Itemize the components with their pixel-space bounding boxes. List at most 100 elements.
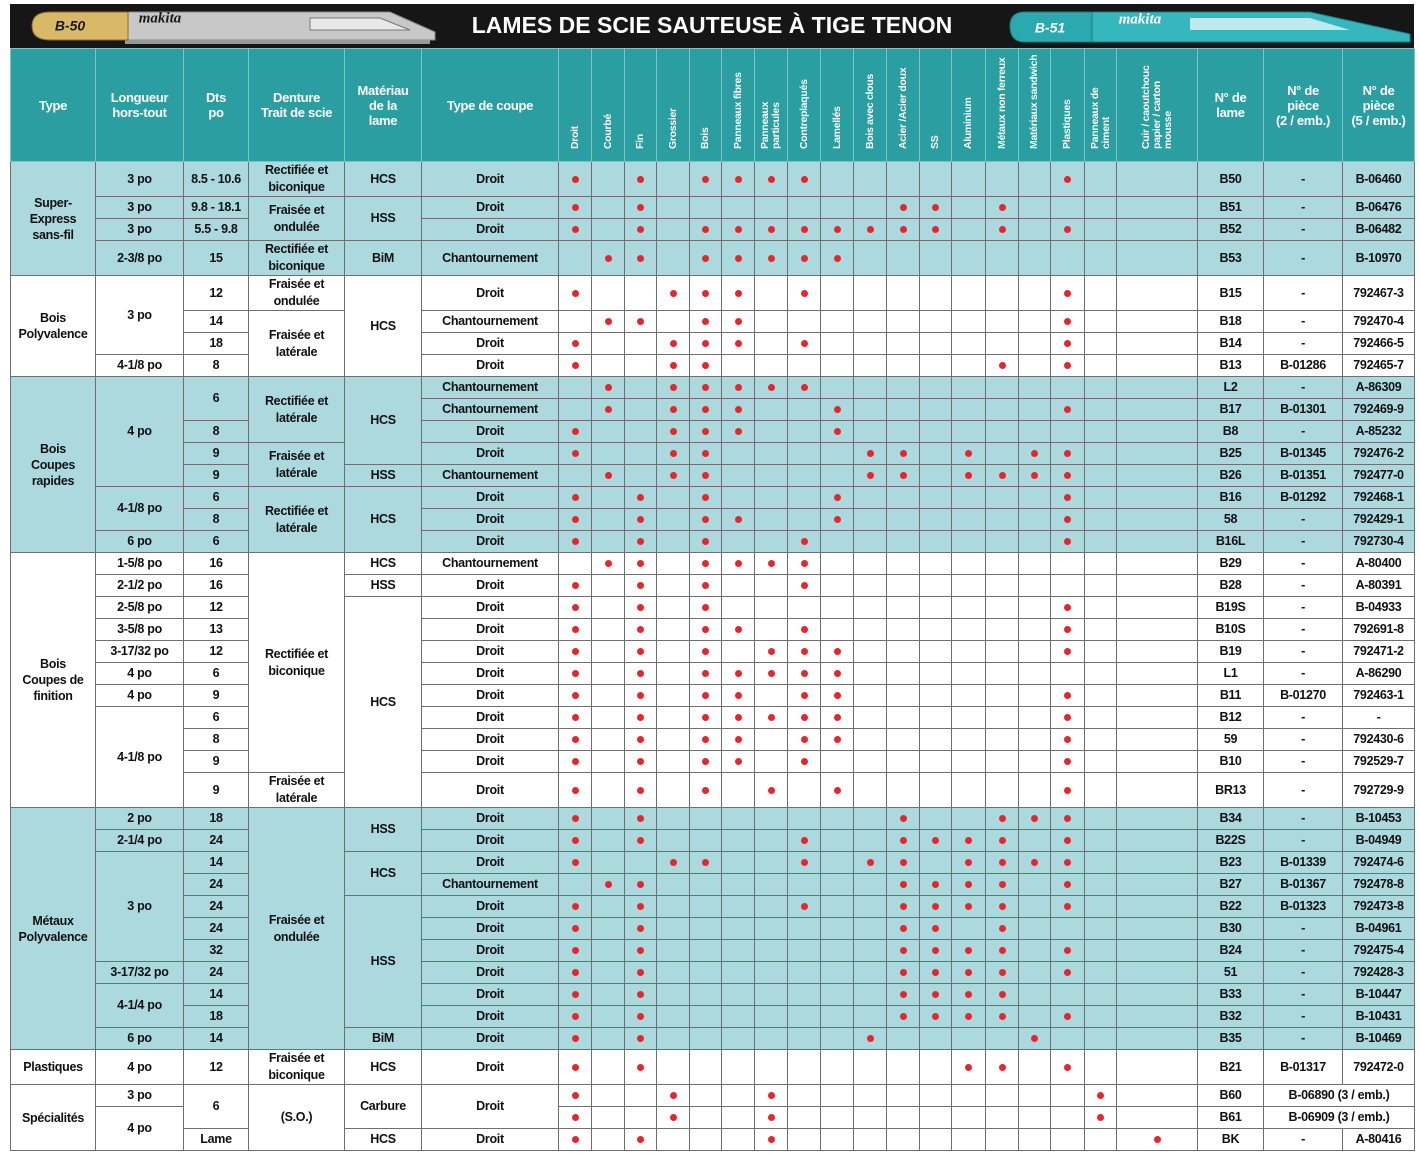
application-cell xyxy=(1050,684,1085,707)
part-number: - xyxy=(1263,618,1343,641)
application-cell xyxy=(1084,486,1117,509)
application-cell xyxy=(787,807,821,830)
application-cell xyxy=(689,398,722,421)
cell: 13 xyxy=(183,618,249,641)
application-cell xyxy=(591,706,625,729)
row: Spécialités 3 po 6 (S.O.) Carbure Droit B60 B-0… xyxy=(10,1084,1415,1151)
cell: Droit xyxy=(421,618,559,641)
application-cell xyxy=(1084,807,1117,830)
application-cell xyxy=(624,376,657,399)
application-cell xyxy=(721,917,755,940)
application-cell xyxy=(985,240,1019,276)
dot xyxy=(998,925,1006,933)
application-cell xyxy=(1018,684,1051,707)
dot xyxy=(637,582,644,590)
application-cell xyxy=(656,464,690,487)
cell: Droit xyxy=(421,772,559,808)
application-cell xyxy=(721,983,755,1006)
application-cell xyxy=(624,772,657,808)
dot xyxy=(800,736,808,744)
cell: Droit xyxy=(421,662,559,685)
dot xyxy=(1064,736,1071,744)
application-cell xyxy=(721,196,755,219)
application-cell xyxy=(820,354,854,377)
part-number: B-04933 xyxy=(1342,596,1415,619)
application-cell xyxy=(951,275,986,311)
dot xyxy=(998,969,1006,977)
dot xyxy=(702,428,709,436)
part-number: - xyxy=(1263,961,1343,984)
cell: Droit xyxy=(421,1128,559,1151)
dot xyxy=(702,384,709,392)
dot xyxy=(1064,903,1071,911)
application-cell xyxy=(624,895,657,918)
application-cell xyxy=(1018,706,1051,729)
application-cell xyxy=(591,442,625,465)
application-cell xyxy=(985,398,1019,421)
dot xyxy=(998,226,1006,234)
application-cell xyxy=(985,772,1019,808)
application-cell xyxy=(886,442,920,465)
application-cell xyxy=(1084,530,1117,553)
application-cell xyxy=(656,1005,690,1028)
application-cell xyxy=(656,161,690,197)
dot xyxy=(767,226,775,234)
dot xyxy=(998,947,1006,955)
cell: 8.5 - 10.6 xyxy=(183,161,249,197)
dot xyxy=(1097,1092,1104,1100)
application-cell xyxy=(721,807,755,830)
blade-number: B12 xyxy=(1197,706,1264,729)
row: 9 Fraisée et latérale Droit BR13-792729-9 xyxy=(11,772,1415,808)
dot xyxy=(571,758,579,766)
cell: HSS xyxy=(344,807,422,852)
dot xyxy=(1064,175,1071,183)
dot xyxy=(965,1013,972,1021)
application-cell xyxy=(787,552,821,575)
application-cell xyxy=(624,706,657,729)
dot xyxy=(1064,1063,1071,1071)
application-cell xyxy=(558,574,592,597)
cell: 6 xyxy=(183,706,249,729)
application-cell xyxy=(1116,1027,1198,1050)
application-cell xyxy=(985,354,1019,377)
cell: 2 po xyxy=(95,807,184,830)
dot xyxy=(637,881,644,889)
application-cell xyxy=(1116,161,1198,197)
application-cell xyxy=(985,530,1019,553)
application-cell xyxy=(1050,552,1085,575)
application-cell xyxy=(721,772,755,808)
application-cell xyxy=(919,530,952,553)
dot xyxy=(833,736,841,744)
application-header: Panneaux de ciment xyxy=(1084,48,1117,162)
application-cell xyxy=(787,508,821,531)
application-cell xyxy=(886,1049,920,1085)
application-cell xyxy=(591,895,625,918)
application-cell xyxy=(787,983,821,1006)
cell: Droit xyxy=(421,1027,559,1050)
application-cell xyxy=(689,354,722,377)
application-cell xyxy=(754,662,788,685)
cell: HCS xyxy=(344,552,422,575)
part-number: - xyxy=(1263,420,1343,443)
dot xyxy=(571,604,579,612)
application-cell xyxy=(1018,442,1051,465)
dot xyxy=(998,881,1006,889)
dot xyxy=(1064,815,1071,823)
application-cell xyxy=(656,574,690,597)
application-cell xyxy=(1116,486,1198,509)
application-cell xyxy=(624,829,657,852)
application-cell xyxy=(1050,917,1085,940)
cell: Droit xyxy=(421,807,559,830)
application-cell xyxy=(689,873,722,896)
dot xyxy=(800,384,808,392)
application-cell xyxy=(754,1005,788,1028)
application-cell xyxy=(721,398,755,421)
dot xyxy=(1064,1013,1071,1021)
application-cell xyxy=(689,728,722,751)
application-cell xyxy=(591,376,625,399)
application-cell xyxy=(985,1049,1019,1085)
application-header: Matériaux sandwich xyxy=(1018,48,1051,162)
cell: 14 xyxy=(183,1027,249,1050)
application-cell xyxy=(886,398,920,421)
application-cell xyxy=(985,218,1019,241)
